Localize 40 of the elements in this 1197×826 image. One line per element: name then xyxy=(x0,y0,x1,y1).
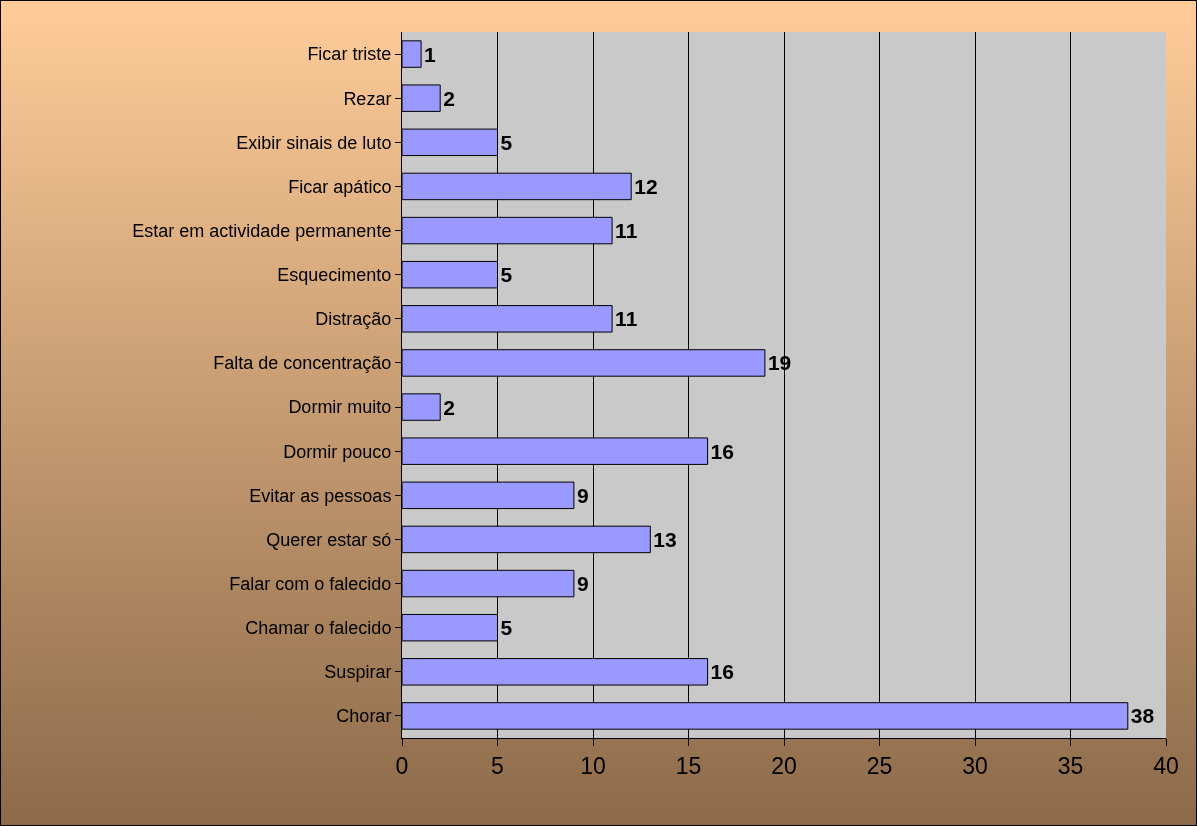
x-tick-label: 35 xyxy=(1057,752,1084,779)
data-label: 11 xyxy=(615,219,638,243)
y-tick-label: Distração xyxy=(315,309,392,330)
data-label: 5 xyxy=(500,616,513,640)
y-tick-label: Suspirar xyxy=(324,662,392,683)
y-tick-label: Estar em actividade permanente xyxy=(132,220,392,241)
y-tick-label: Falta de concentração xyxy=(213,353,392,374)
y-tick-label: Chorar xyxy=(336,706,392,727)
data-label: 2 xyxy=(443,86,455,110)
data-label: 2 xyxy=(443,395,455,419)
data-label: 9 xyxy=(576,572,589,596)
y-tick-label: Esquecimento xyxy=(277,264,392,285)
y-tick-label: Dormir muito xyxy=(288,397,392,418)
x-tick-label: 25 xyxy=(866,752,893,779)
x-tick-label: 30 xyxy=(962,752,988,779)
data-label: 12 xyxy=(634,174,658,198)
y-tick-label: Ficar apático xyxy=(288,176,392,197)
y-tick-label: Exibir sinais de luto xyxy=(236,132,392,153)
data-label: 5 xyxy=(500,263,513,287)
data-label: 38 xyxy=(1130,704,1155,728)
y-tick-label: Falar com o falecido xyxy=(229,573,392,594)
data-label: 9 xyxy=(576,483,589,507)
y-tick-label: Evitar as pessoas xyxy=(249,485,392,506)
x-tick-label: 15 xyxy=(675,752,702,779)
data-label: 5 xyxy=(500,130,513,154)
y-tick-label: Ficar triste xyxy=(307,44,392,65)
data-label: 1 xyxy=(424,42,437,66)
data-label: 16 xyxy=(710,439,734,463)
y-tick-label: Rezar xyxy=(343,88,392,109)
data-label: 16 xyxy=(710,660,734,684)
data-label: 13 xyxy=(653,527,677,551)
y-tick-label: Chamar o falecido xyxy=(245,617,392,638)
y-tick-label: Querer estar só xyxy=(266,529,392,550)
x-tick-label: 0 xyxy=(395,752,409,779)
x-tick-label: 20 xyxy=(771,752,797,779)
data-label: 11 xyxy=(615,307,638,331)
x-tick-label: 10 xyxy=(580,752,606,779)
x-tick-label: 40 xyxy=(1153,752,1179,779)
x-tick-label: 5 xyxy=(491,752,504,779)
y-tick-label: Dormir pouco xyxy=(283,441,392,462)
